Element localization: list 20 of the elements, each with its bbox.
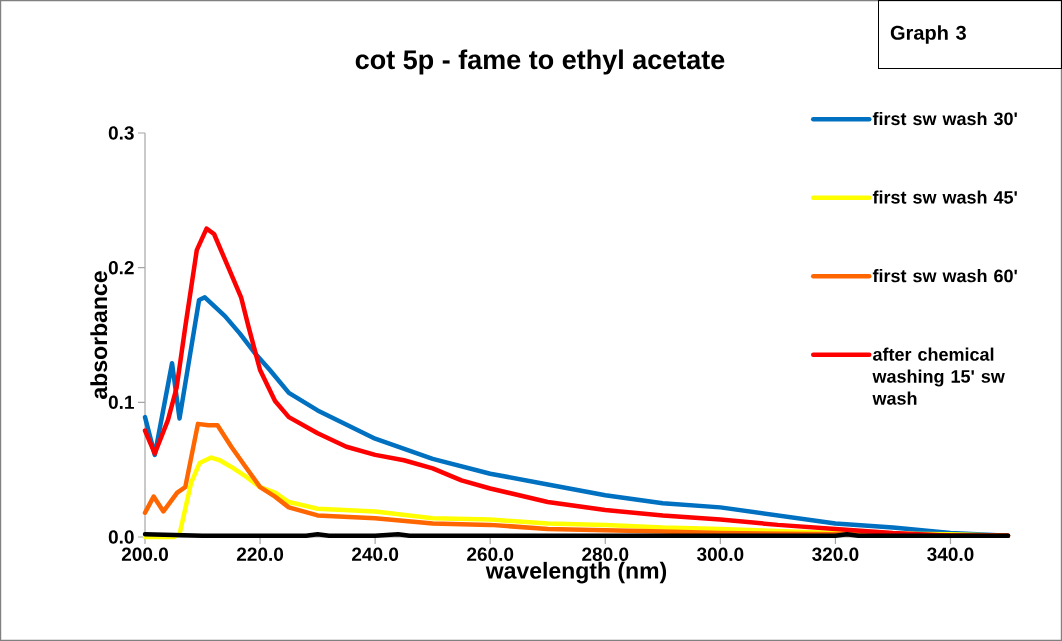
y-tick-label: 0.3 — [108, 126, 134, 140]
x-tick-label: 260.0 — [467, 547, 514, 561]
y-axis-title: absorbance — [90, 271, 108, 399]
chart-title: cot 5p - fame to ethyl acetate — [355, 49, 725, 75]
x-tick-label: 300.0 — [697, 547, 744, 562]
legend-label: first sw wash 30' — [872, 111, 1017, 126]
caption: Graph 3 — [890, 25, 966, 44]
y-tick-label: 0.2 — [108, 260, 134, 275]
x-tick-label: 240.0 — [352, 547, 399, 561]
legend-label: first sw wash 60' — [872, 269, 1017, 283]
y-tick-label: 0.0 — [108, 530, 134, 544]
x-tick-label: 200.0 — [121, 547, 168, 561]
x-tick-label: 220.0 — [236, 547, 284, 561]
legend-label: after chemical washing 15' sw wash — [872, 347, 1005, 405]
y-tick-label: 0.1 — [108, 395, 134, 410]
x-tick-label: 340.0 — [927, 547, 974, 562]
x-axis-title: wavelength (nm) — [485, 561, 667, 584]
x-tick-label: 280.0 — [582, 547, 629, 561]
legend-label: first sw wash 45' — [872, 190, 1017, 204]
x-tick-label: 320.0 — [812, 547, 859, 562]
